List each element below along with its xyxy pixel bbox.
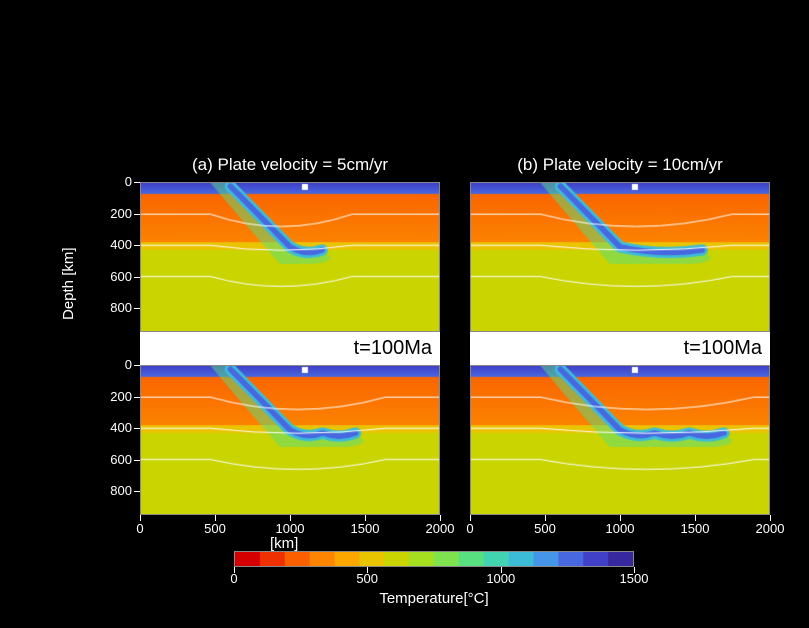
- panel-a-bottom: [140, 365, 440, 515]
- y-axis-label: Depth [km]: [60, 247, 77, 320]
- panel-canvas: [141, 183, 439, 331]
- x-tick-mark: [470, 515, 471, 521]
- time-label-white-left: t=100Ma: [140, 332, 440, 365]
- title-right: (b) Plate velocity = 10cm/yr: [470, 155, 770, 175]
- x-tick-mark: [140, 515, 141, 521]
- x-tick-label: 2000: [425, 521, 455, 536]
- x-tick-label: 1000: [275, 521, 305, 536]
- x-tick-mark: [620, 515, 621, 521]
- panel-canvas: [471, 366, 769, 514]
- y-tick-label: 200: [110, 389, 132, 404]
- colorbar-label: Temperature[°C]: [234, 590, 634, 607]
- x-tick-label: 0: [455, 521, 485, 536]
- x-tick-mark: [545, 515, 546, 521]
- y-tick-label: 600: [110, 269, 132, 284]
- y-tick-mark: [134, 214, 140, 215]
- y-tick-mark: [134, 491, 140, 492]
- colorbar-canvas: [235, 552, 633, 566]
- y-tick-label: 800: [110, 483, 132, 498]
- title-left: (a) Plate velocity = 5cm/yr: [140, 155, 440, 175]
- colorbar-tick-label: 500: [352, 571, 382, 586]
- colorbar-tick-label: 1000: [486, 571, 516, 586]
- colorbar-tick-mark: [501, 567, 502, 573]
- y-tick-label: 800: [110, 300, 132, 315]
- x-tick-label: 1500: [350, 521, 380, 536]
- x-tick-label: 500: [530, 521, 560, 536]
- x-tick-mark: [440, 515, 441, 521]
- y-tick-mark: [134, 277, 140, 278]
- y-tick-label: 0: [125, 357, 132, 372]
- y-tick-label: 0: [125, 174, 132, 189]
- x-tick-label: 1500: [680, 521, 710, 536]
- y-tick-label: 400: [110, 420, 132, 435]
- y-tick-mark: [134, 428, 140, 429]
- y-tick-mark: [134, 397, 140, 398]
- x-tick-mark: [695, 515, 696, 521]
- colorbar-tick-label: 0: [219, 571, 249, 586]
- y-tick-mark: [134, 182, 140, 183]
- panel-canvas: [141, 366, 439, 514]
- panel-a-top: [140, 182, 440, 332]
- x-tick-label: 1000: [605, 521, 635, 536]
- x-tick-mark: [215, 515, 216, 521]
- x-tick-mark: [290, 515, 291, 521]
- x-tick-label: 0: [125, 521, 155, 536]
- x-tick-label: 2000: [755, 521, 785, 536]
- x-tick-label: 500: [200, 521, 230, 536]
- panel-b-bottom: [470, 365, 770, 515]
- colorbar-tick-label: 1500: [619, 571, 649, 586]
- time-label-white-right: t=100Ma: [470, 332, 770, 365]
- panel-canvas: [471, 183, 769, 331]
- y-tick-mark: [134, 245, 140, 246]
- colorbar-tick-mark: [367, 567, 368, 573]
- x-tick-mark: [365, 515, 366, 521]
- panel-b-top: [470, 182, 770, 332]
- x-tick-mark: [770, 515, 771, 521]
- x-axis-label: [km]: [270, 535, 298, 552]
- colorbar: [234, 551, 634, 567]
- y-tick-label: 600: [110, 452, 132, 467]
- y-tick-mark: [134, 460, 140, 461]
- y-tick-label: 400: [110, 237, 132, 252]
- colorbar-tick-mark: [234, 567, 235, 573]
- y-tick-mark: [134, 365, 140, 366]
- colorbar-tick-mark: [634, 567, 635, 573]
- y-tick-label: 200: [110, 206, 132, 221]
- y-tick-mark: [134, 308, 140, 309]
